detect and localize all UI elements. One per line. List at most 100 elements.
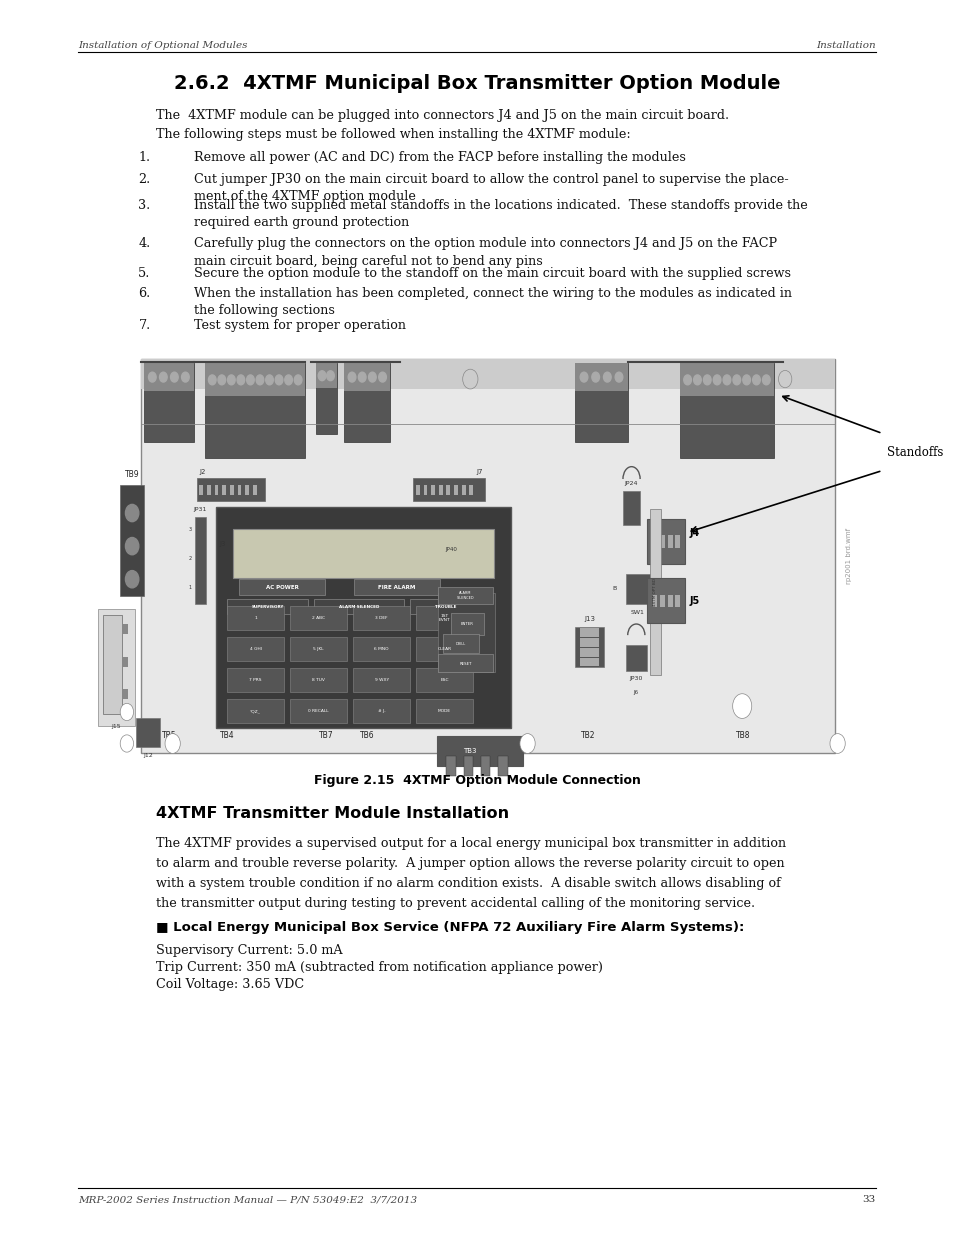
Bar [315,556,319,566]
Bar [196,478,265,501]
Text: 7 PRS: 7 PRS [249,678,262,682]
Text: J7: J7 [476,468,482,474]
Text: 1ST
EVNT: 1ST EVNT [438,614,450,621]
Bar [416,699,473,724]
Text: J3: J3 [219,541,226,547]
Bar [205,363,305,396]
Bar [438,485,442,495]
Text: TB4: TB4 [220,731,234,740]
Circle shape [318,370,326,380]
Text: 7.: 7. [138,319,151,332]
Text: Figure 2.15  4XTMF Option Module Connection: Figure 2.15 4XTMF Option Module Connecti… [314,774,639,788]
Bar [123,625,128,635]
Text: MRP-2002 Series Instruction Manual — P/N 53049:E2  3/7/2013: MRP-2002 Series Instruction Manual — P/N… [78,1195,416,1204]
Bar [575,363,627,391]
Circle shape [265,375,273,385]
Text: The  4XTMF module can be plugged into connectors J4 and J5 on the main circuit b: The 4XTMF module can be plugged into con… [155,109,728,122]
Bar [247,556,251,566]
Bar [103,615,122,714]
Text: J12: J12 [143,753,153,758]
Bar [123,689,128,699]
Text: TB6: TB6 [359,731,375,740]
Text: 8 TUV: 8 TUV [312,678,325,682]
Text: ALARM
SILENCED: ALARM SILENCED [456,592,474,599]
Bar [230,556,233,566]
Bar [245,485,249,495]
Bar [298,556,302,566]
Circle shape [683,375,691,385]
Circle shape [285,375,292,385]
Bar [423,485,427,495]
Text: 4 GHI: 4 GHI [250,647,261,651]
Bar [227,699,284,724]
Text: AC POWER: AC POWER [266,584,298,589]
Circle shape [165,734,180,753]
Text: the transmitter output during testing to prevent accidental calling of the monit: the transmitter output during testing to… [155,897,754,910]
Bar [333,556,336,566]
Circle shape [171,372,178,382]
Circle shape [126,571,139,588]
Text: Remove all power (AC and DC) from the FACP before installing the modules: Remove all power (AC and DC) from the FA… [193,151,685,164]
Circle shape [519,734,535,753]
Bar [646,578,684,624]
Bar [237,485,241,495]
Circle shape [579,372,587,382]
Bar [353,605,410,630]
Circle shape [274,375,282,385]
Text: 3: 3 [189,527,192,532]
Text: JP31: JP31 [193,508,207,513]
Text: J15: J15 [112,724,121,729]
Bar [123,657,128,667]
Bar [353,668,410,692]
Text: with a system trouble condition if no alarm condition exists.  A disable switch : with a system trouble condition if no al… [155,877,780,890]
Bar [315,363,336,435]
Text: TB9: TB9 [125,471,139,479]
Bar [199,485,203,495]
Bar [652,536,657,548]
Circle shape [326,370,334,380]
Bar [575,363,627,442]
Bar [290,637,347,661]
Bar [144,363,193,391]
Text: Test system for proper operation: Test system for proper operation [193,319,405,332]
Text: 4XTMF Transmitter Module Installation: 4XTMF Transmitter Module Installation [155,806,508,821]
Bar [497,756,507,776]
Text: FIRE ALARM: FIRE ALARM [377,584,416,589]
Text: ALARM SILENCED: ALARM SILENCED [338,605,379,609]
Text: Secure the option module to the standoff on the main circuit board with the supp: Secure the option module to the standoff… [193,267,790,280]
Bar [307,556,311,566]
Text: 4XTM OPT BD: 4XTM OPT BD [653,578,657,606]
Bar [141,359,834,389]
Text: SW1: SW1 [630,610,644,615]
Circle shape [591,372,598,382]
Text: The following steps must be followed when installing the 4XTMF module:: The following steps must be followed whe… [155,128,630,142]
Bar [344,363,390,442]
Bar [290,556,294,566]
Bar [290,668,347,692]
Text: 2: 2 [189,556,192,561]
Bar [353,637,410,661]
Bar [437,587,493,604]
Bar [227,599,308,614]
Bar [679,363,773,396]
Text: J5: J5 [689,595,700,605]
Bar [416,637,473,661]
Bar [480,756,490,776]
Circle shape [732,375,740,385]
Circle shape [378,372,386,382]
Bar [144,363,193,442]
Bar [354,579,439,595]
Bar [215,508,511,727]
Text: TB2: TB2 [579,731,595,740]
Bar [136,718,160,747]
Bar [437,593,495,672]
Bar [205,363,305,458]
Text: DRILL: DRILL [456,642,465,646]
Bar [659,536,664,548]
Circle shape [693,375,700,385]
Circle shape [120,735,133,752]
Bar [444,513,458,541]
Bar [416,668,473,692]
Bar [649,509,660,674]
Text: 6.: 6. [138,287,151,300]
